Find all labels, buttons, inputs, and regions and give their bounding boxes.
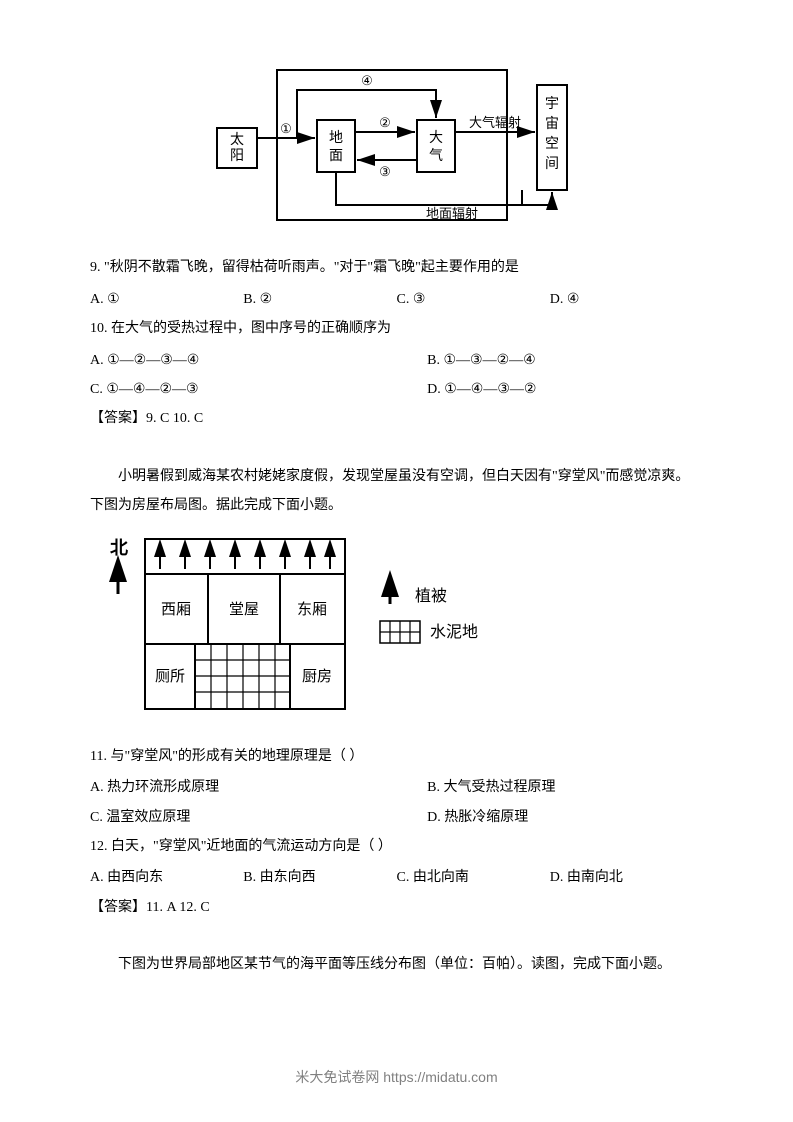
q11-opt-a: A. 热力环流形成原理 [90, 773, 427, 802]
ground-text-2: 面 [329, 149, 343, 164]
q11-text: 11. 与"穿堂风"的形成有关的地理原理是（ ） [90, 742, 703, 771]
sun-text-1: 太 [230, 132, 244, 148]
label-1: ① [280, 121, 292, 136]
q10-opt-a: A. ①—②—③—④ [90, 346, 427, 375]
q9-text: 9. "秋阴不散霜飞晚，留得枯荷听雨声。"对于"霜飞晚"起主要作用的是 [90, 253, 703, 282]
q10-options-2: C. ①—④—②—③ D. ①—④—③—② [90, 375, 703, 404]
q10-opt-c: C. ①—④—②—③ [90, 375, 427, 404]
space-text-2: 宙 [545, 116, 559, 132]
legend-cement: 水泥地 [430, 623, 478, 641]
atmosphere-svg: 太 阳 地 面 大 气 宇 宙 空 间 ① ② ③ ④ 大气辐射 地面辐射 [207, 60, 587, 230]
legend-veg: 植被 [415, 587, 447, 605]
q12-opt-c: C. 由北向南 [397, 863, 550, 892]
atmosphere-diagram: 太 阳 地 面 大 气 宇 宙 空 间 ① ② ③ ④ 大气辐射 地面辐射 [207, 60, 587, 241]
q12-opt-a: A. 由西向东 [90, 863, 243, 892]
house-svg: 北 西厢 堂屋 东厢 厕所 厨房 [90, 529, 530, 719]
room-toilet: 厕所 [155, 668, 185, 685]
q11-opt-b: B. 大气受热过程原理 [427, 773, 703, 802]
room-east: 东厢 [297, 601, 327, 618]
space-text-4: 间 [545, 156, 559, 172]
atmo-text-1: 大 [429, 130, 443, 146]
passage-2: 下图为世界局部地区某节气的海平面等压线分布图（单位：百帕）。读图，完成下面小题。 [90, 950, 703, 979]
space-text-1: 宇 [545, 96, 559, 112]
answer-9-10: 【答案】9. C 10. C [90, 404, 703, 433]
q10-opt-d: D. ①—④—③—② [427, 375, 703, 404]
q9-options: A. ① B. ② C. ③ D. ④ [90, 285, 703, 314]
house-diagram: 北 西厢 堂屋 东厢 厕所 厨房 [90, 529, 450, 730]
q11-opt-d: D. 热胀冷缩原理 [427, 803, 703, 832]
atmo-text-2: 气 [429, 148, 443, 164]
north-label: 北 [110, 538, 128, 558]
q11-options-1: A. 热力环流形成原理 B. 大气受热过程原理 [90, 773, 703, 802]
label-4: ④ [361, 73, 373, 88]
q9-opt-a: A. ① [90, 285, 243, 314]
q12-options: A. 由西向东 B. 由东向西 C. 由北向南 D. 由南向北 [90, 863, 703, 892]
ground-text-1: 地 [329, 130, 343, 146]
room-kitchen: 厨房 [302, 668, 332, 685]
q9-opt-b: B. ② [243, 285, 396, 314]
q12-opt-b: B. 由东向西 [243, 863, 396, 892]
passage-1: 小明暑假到威海某农村姥姥家度假，发现堂屋虽没有空调，但白天因有"穿堂风"而感觉凉… [90, 462, 703, 521]
q9-opt-d: D. ④ [550, 285, 703, 314]
ground-rad-label: 地面辐射 [425, 206, 477, 221]
q12-text: 12. 白天，"穿堂风"近地面的气流运动方向是（ ） [90, 832, 703, 861]
room-west: 西厢 [161, 601, 191, 618]
q10-opt-b: B. ①—③—②—④ [427, 346, 703, 375]
q9-opt-c: C. ③ [397, 285, 550, 314]
footer-text: 米大免试卷网 https://midatu.com [0, 1063, 793, 1092]
room-hall: 堂屋 [229, 601, 259, 618]
label-2: ② [379, 115, 391, 130]
q11-opt-c: C. 温室效应原理 [90, 803, 427, 832]
atmo-rad-label: 大气辐射 [468, 115, 520, 130]
q10-text: 10. 在大气的受热过程中，图中序号的正确顺序为 [90, 314, 703, 343]
q12-opt-d: D. 由南向北 [550, 863, 703, 892]
answer-11-12: 【答案】11. A 12. C [90, 893, 703, 922]
label-3: ③ [379, 164, 391, 179]
sun-text-2: 阳 [230, 148, 244, 164]
q11-options-2: C. 温室效应原理 D. 热胀冷缩原理 [90, 803, 703, 832]
space-text-3: 空 [545, 136, 559, 152]
q10-options-1: A. ①—②—③—④ B. ①—③—②—④ [90, 346, 703, 375]
